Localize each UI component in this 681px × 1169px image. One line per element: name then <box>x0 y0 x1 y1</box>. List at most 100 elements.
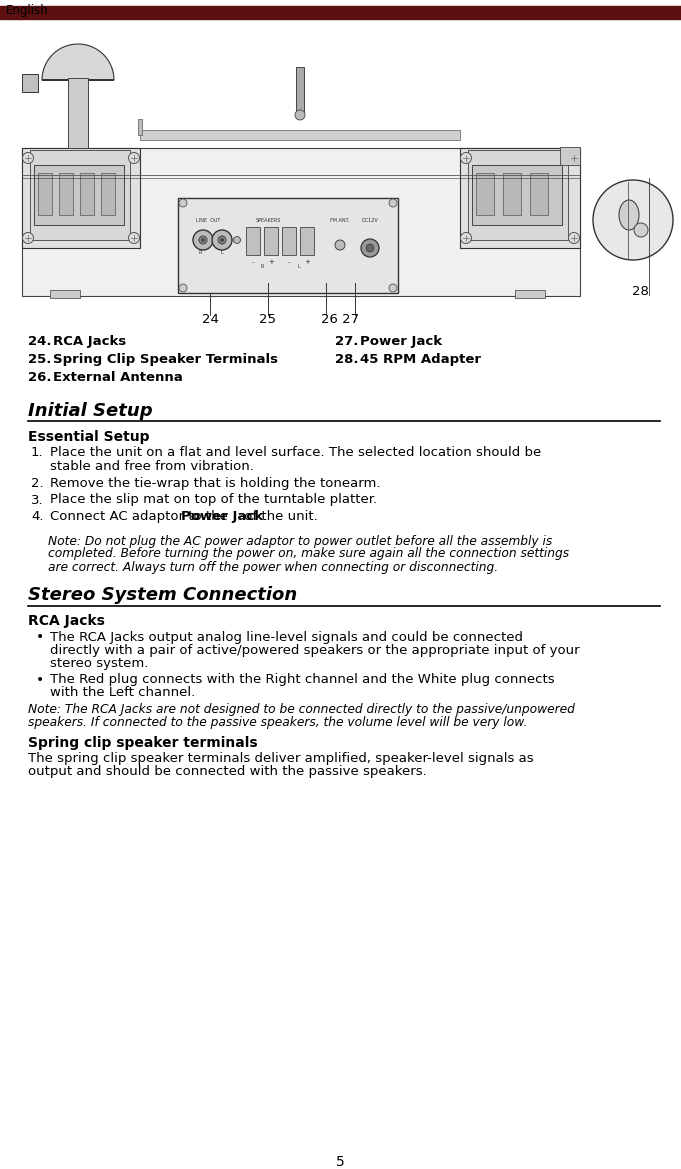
Circle shape <box>634 223 648 237</box>
Bar <box>0 15 681 18</box>
Circle shape <box>389 284 397 292</box>
Bar <box>59 173 73 215</box>
Ellipse shape <box>619 200 639 230</box>
Circle shape <box>193 230 213 250</box>
Text: R: R <box>260 264 264 269</box>
Bar <box>282 227 296 255</box>
Circle shape <box>212 230 232 250</box>
Circle shape <box>199 236 207 244</box>
Bar <box>80 173 94 215</box>
Text: Note: Do not plug the AC power adaptor to power outlet before all the assembly i: Note: Do not plug the AC power adaptor t… <box>48 534 552 547</box>
Text: stereo system.: stereo system. <box>50 657 148 671</box>
Text: Spring Clip Speaker Terminals: Spring Clip Speaker Terminals <box>53 353 278 366</box>
Text: output and should be connected with the passive speakers.: output and should be connected with the … <box>28 766 427 779</box>
Bar <box>30 150 130 240</box>
Text: External Antenna: External Antenna <box>53 371 183 383</box>
Text: English: English <box>6 4 49 18</box>
Text: RCA Jacks: RCA Jacks <box>28 615 105 629</box>
Bar <box>503 173 521 215</box>
Text: L: L <box>221 250 223 255</box>
Bar <box>264 227 278 255</box>
Text: 5: 5 <box>336 1155 345 1169</box>
Circle shape <box>22 152 33 164</box>
Text: stable and free from vibration.: stable and free from vibration. <box>50 461 254 473</box>
Circle shape <box>460 152 471 164</box>
Text: 25: 25 <box>259 313 276 326</box>
Text: 28.: 28. <box>335 353 358 366</box>
Bar <box>560 147 580 165</box>
Text: FM ANT.: FM ANT. <box>330 217 350 223</box>
Circle shape <box>179 199 187 207</box>
Text: Initial Setup: Initial Setup <box>28 402 153 420</box>
Text: LINE  OUT: LINE OUT <box>196 217 221 223</box>
Text: 26.: 26. <box>28 371 52 383</box>
Circle shape <box>129 233 140 243</box>
Circle shape <box>129 152 140 164</box>
Text: 1.: 1. <box>31 447 44 459</box>
Text: 45 RPM Adapter: 45 RPM Adapter <box>360 353 481 366</box>
Bar <box>22 74 38 92</box>
Text: completed. Before turning the power on, make sure again all the connection setti: completed. Before turning the power on, … <box>48 547 569 560</box>
Text: •: • <box>36 630 44 644</box>
Text: -: - <box>252 260 254 265</box>
Bar <box>50 290 80 298</box>
Bar <box>22 148 580 296</box>
Text: L: L <box>298 264 300 269</box>
Text: Remove the tie-wrap that is holding the tonearm.: Remove the tie-wrap that is holding the … <box>50 477 381 490</box>
Circle shape <box>460 233 471 243</box>
Text: Connect AC adaptor to the: Connect AC adaptor to the <box>50 510 232 523</box>
Text: -: - <box>288 260 290 265</box>
Circle shape <box>361 238 379 257</box>
Text: 28: 28 <box>632 285 649 298</box>
Text: 27.: 27. <box>335 336 358 348</box>
Circle shape <box>593 180 673 260</box>
Text: 25.: 25. <box>28 353 51 366</box>
Text: of the unit.: of the unit. <box>240 510 317 523</box>
Text: 24: 24 <box>202 313 219 326</box>
Bar <box>140 130 460 140</box>
Circle shape <box>202 238 204 242</box>
Text: Stereo System Connection: Stereo System Connection <box>28 587 297 604</box>
Bar <box>460 148 580 248</box>
Bar <box>515 290 545 298</box>
Text: SPEAKERS: SPEAKERS <box>255 217 281 223</box>
Bar <box>468 150 568 240</box>
Circle shape <box>389 199 397 207</box>
Circle shape <box>295 110 305 120</box>
Text: The spring clip speaker terminals deliver amplified, speaker-level signals as: The spring clip speaker terminals delive… <box>28 752 534 765</box>
Text: Note: The RCA Jacks are not designed to be connected directly to the passive/unp: Note: The RCA Jacks are not designed to … <box>28 703 575 715</box>
Text: Spring clip speaker terminals: Spring clip speaker terminals <box>28 736 257 750</box>
Bar <box>101 173 115 215</box>
Text: Essential Setup: Essential Setup <box>28 430 150 444</box>
Circle shape <box>569 152 580 164</box>
Text: are correct. Always turn off the power when connecting or disconnecting.: are correct. Always turn off the power w… <box>48 560 498 574</box>
Text: •: • <box>36 673 44 687</box>
Text: Power Jack: Power Jack <box>181 510 264 523</box>
Bar <box>138 119 142 134</box>
Bar <box>472 165 562 224</box>
Text: 3.: 3. <box>31 493 44 506</box>
Circle shape <box>221 238 223 242</box>
Bar <box>300 227 314 255</box>
Text: RCA Jacks: RCA Jacks <box>53 336 126 348</box>
Text: Place the unit on a flat and level surface. The selected location should be: Place the unit on a flat and level surfa… <box>50 447 541 459</box>
Text: 2.: 2. <box>31 477 44 490</box>
Text: directly with a pair of active/powered speakers or the appropriate input of your: directly with a pair of active/powered s… <box>50 644 580 657</box>
Text: +: + <box>304 260 310 265</box>
Bar <box>476 173 494 215</box>
Text: speakers. If connected to the passive speakers, the volume level will be very lo: speakers. If connected to the passive sp… <box>28 715 527 729</box>
Text: The RCA Jacks output analog line-level signals and could be connected: The RCA Jacks output analog line-level s… <box>50 630 523 643</box>
Bar <box>530 173 548 215</box>
Text: with the Left channel.: with the Left channel. <box>50 686 195 699</box>
Text: The Red plug connects with the Right channel and the White plug connects: The Red plug connects with the Right cha… <box>50 673 554 686</box>
Bar <box>34 165 124 224</box>
Text: Place the slip mat on top of the turntable platter.: Place the slip mat on top of the turntab… <box>50 493 377 506</box>
Circle shape <box>218 236 226 244</box>
Bar <box>178 198 398 293</box>
Circle shape <box>335 240 345 250</box>
Bar <box>22 148 140 248</box>
Text: 24.: 24. <box>28 336 52 348</box>
Circle shape <box>569 233 580 243</box>
Bar <box>0 6 681 19</box>
Polygon shape <box>42 44 114 79</box>
